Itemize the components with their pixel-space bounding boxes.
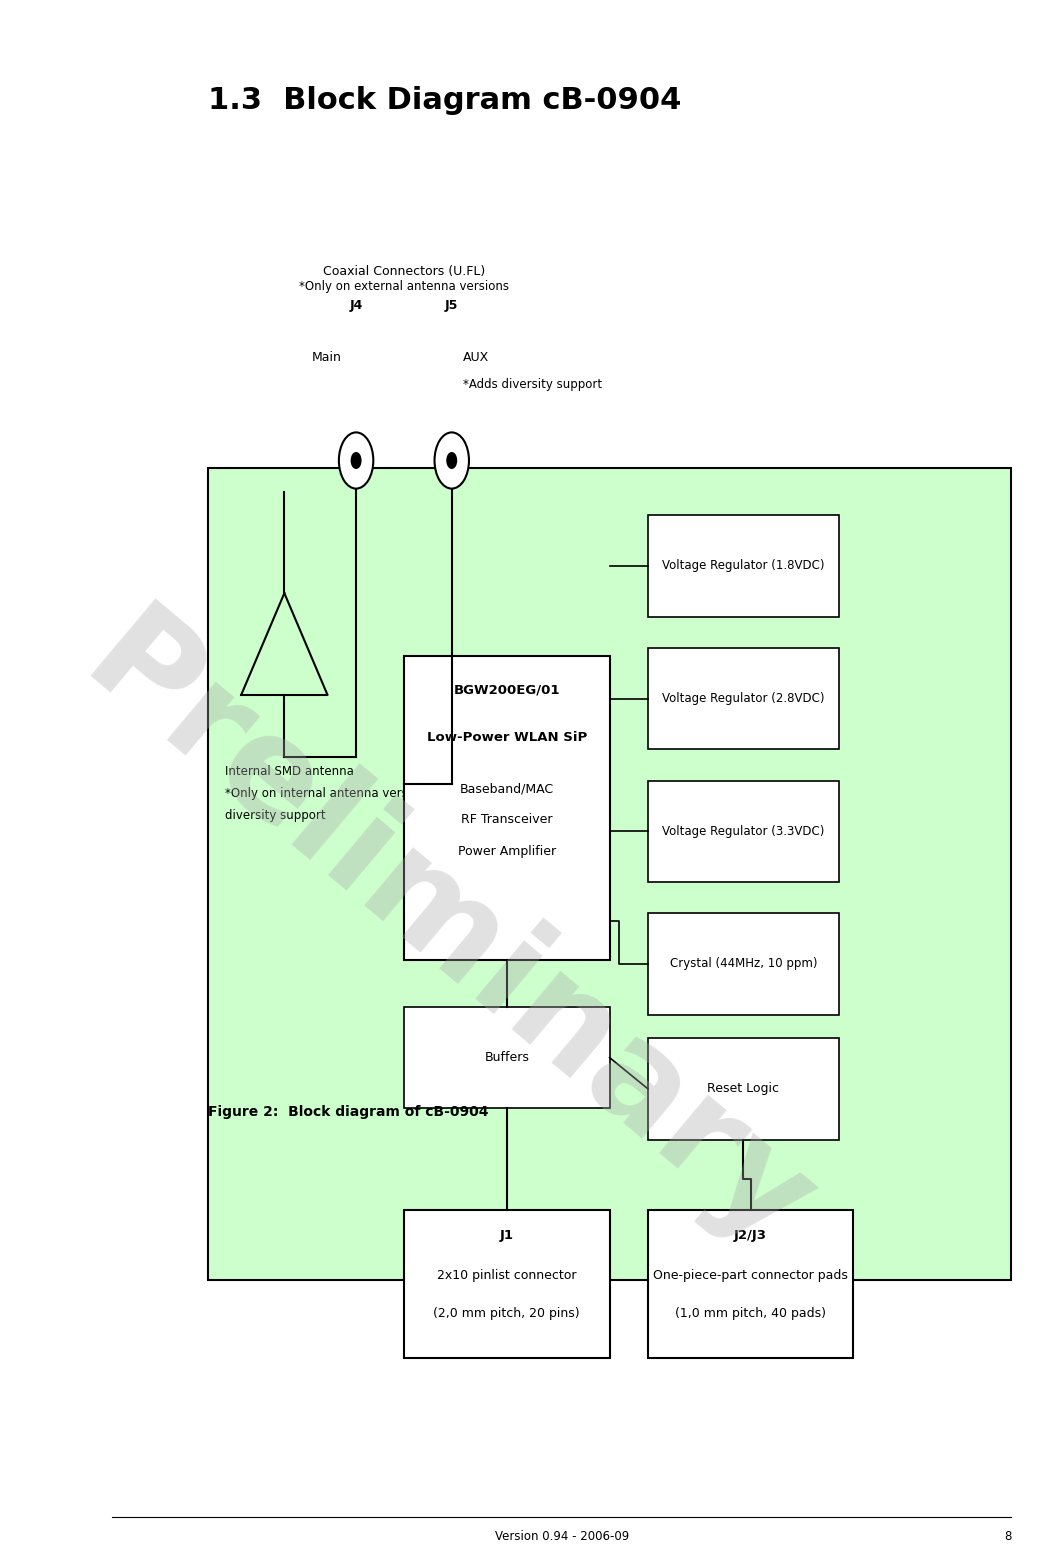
FancyBboxPatch shape [648, 913, 839, 1015]
Text: Baseband/MAC: Baseband/MAC [460, 782, 554, 795]
Text: BGW200EG/01: BGW200EG/01 [453, 684, 560, 696]
Text: Voltage Regulator (1.8VDC): Voltage Regulator (1.8VDC) [662, 559, 825, 573]
Text: Reset Logic: Reset Logic [707, 1082, 780, 1096]
Text: *Only on external antenna versions: *Only on external antenna versions [298, 281, 509, 293]
Text: Internal SMD antenna: Internal SMD antenna [225, 765, 354, 777]
Text: Crystal (44MHz, 10 ppm): Crystal (44MHz, 10 ppm) [670, 957, 817, 971]
Text: 1.3  Block Diagram cB-0904: 1.3 Block Diagram cB-0904 [208, 86, 681, 116]
Text: (1,0 mm pitch, 40 pads): (1,0 mm pitch, 40 pads) [675, 1307, 826, 1319]
Text: J1: J1 [500, 1229, 514, 1241]
FancyBboxPatch shape [404, 1210, 609, 1358]
Text: (2,0 mm pitch, 20 pins): (2,0 mm pitch, 20 pins) [434, 1307, 580, 1319]
Text: Main: Main [312, 351, 342, 364]
Text: Voltage Regulator (3.3VDC): Voltage Regulator (3.3VDC) [662, 824, 825, 838]
FancyBboxPatch shape [404, 1007, 609, 1108]
Text: 2x10 pinlist connector: 2x10 pinlist connector [437, 1269, 576, 1282]
Text: Version 0.94 - 2006-09: Version 0.94 - 2006-09 [495, 1530, 629, 1542]
Circle shape [339, 432, 373, 489]
Text: J2/J3: J2/J3 [734, 1229, 768, 1241]
FancyBboxPatch shape [404, 656, 609, 960]
Text: Figure 2:  Block diagram of cB-0904: Figure 2: Block diagram of cB-0904 [208, 1105, 489, 1119]
Text: diversity support: diversity support [225, 809, 326, 821]
FancyBboxPatch shape [208, 468, 1011, 1280]
Text: *Only on internal antenna versions, no: *Only on internal antenna versions, no [225, 787, 454, 799]
Text: AUX: AUX [463, 351, 490, 364]
Circle shape [435, 432, 469, 489]
Text: Preliminary: Preliminary [57, 595, 837, 1278]
Text: 8: 8 [1004, 1530, 1011, 1542]
Text: Low-Power WLAN SiP: Low-Power WLAN SiP [426, 731, 587, 743]
Text: Buffers: Buffers [485, 1051, 529, 1065]
Text: One-piece-part connector pads: One-piece-part connector pads [653, 1269, 848, 1282]
FancyBboxPatch shape [648, 515, 839, 617]
Text: J5: J5 [445, 300, 459, 312]
Circle shape [447, 453, 457, 468]
FancyBboxPatch shape [648, 780, 839, 882]
FancyBboxPatch shape [648, 648, 839, 749]
Text: J4: J4 [349, 300, 363, 312]
Text: Voltage Regulator (2.8VDC): Voltage Regulator (2.8VDC) [662, 692, 825, 706]
Text: Coaxial Connectors (U.FL): Coaxial Connectors (U.FL) [322, 265, 485, 278]
Text: RF Transceiver: RF Transceiver [461, 813, 552, 826]
FancyBboxPatch shape [648, 1038, 839, 1140]
FancyBboxPatch shape [648, 1210, 854, 1358]
Text: *Adds diversity support: *Adds diversity support [463, 378, 602, 390]
Circle shape [352, 453, 361, 468]
Text: Power Amplifier: Power Amplifier [458, 845, 555, 857]
